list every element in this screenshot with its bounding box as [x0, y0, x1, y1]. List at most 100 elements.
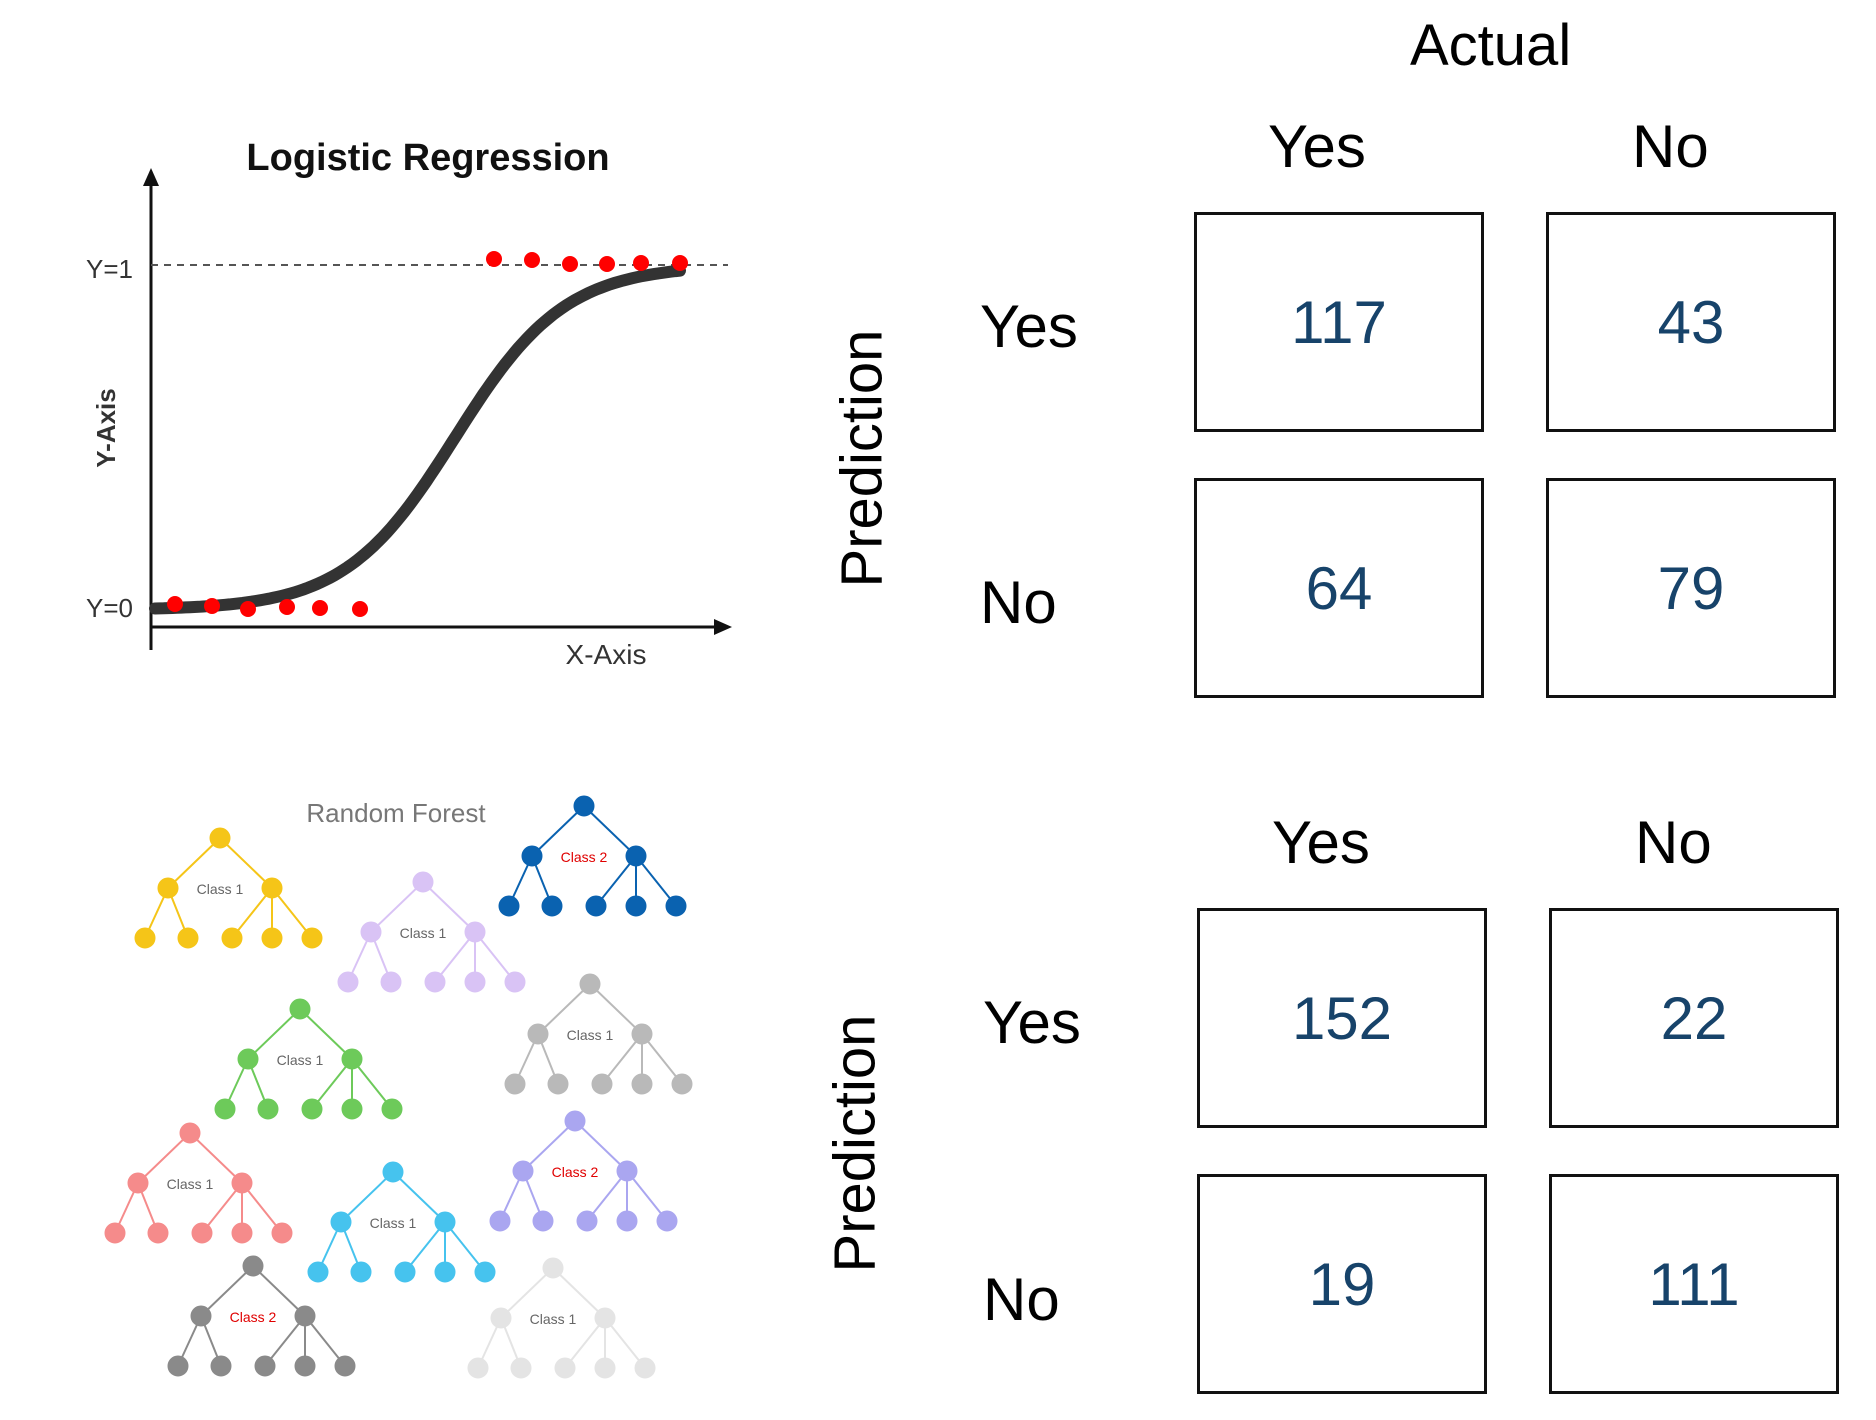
bottom-cell-yes-yes: 152 [1197, 908, 1487, 1128]
rf-node [307, 1261, 329, 1283]
rf-node [360, 921, 382, 943]
rf-node [591, 1073, 613, 1095]
rf-tree-label: Class 2 [561, 849, 608, 865]
rf-node [157, 877, 179, 899]
top-col-no: No [1632, 113, 1709, 180]
rf-node [167, 1355, 189, 1377]
top-cell-no-no: 79 [1546, 478, 1836, 698]
rf-edge [531, 805, 585, 857]
rf-node [350, 1261, 372, 1283]
lr-data-point [240, 601, 256, 617]
rf-tree: Class 1 [307, 1161, 496, 1283]
rf-edge [392, 1171, 446, 1223]
rf-node [634, 1357, 656, 1379]
rf-node [294, 1305, 316, 1327]
rf-node [254, 1355, 276, 1377]
bottom-col-yes: Yes [1272, 809, 1370, 876]
rf-edge [583, 805, 637, 857]
rf-edge [537, 983, 591, 1035]
rf-edge [444, 1221, 486, 1273]
rf-node [464, 971, 486, 993]
rf-node [104, 1222, 126, 1244]
rf-edge [589, 983, 643, 1035]
top-cell-yes-no: 43 [1546, 212, 1836, 432]
rf-node [341, 1048, 363, 1070]
rf-node [301, 927, 323, 949]
rf-edge [200, 1265, 254, 1317]
rf-node [210, 1355, 232, 1377]
rf-edge [595, 855, 637, 907]
rf-node [579, 973, 601, 995]
bottom-cell-no-no: 111 [1549, 1174, 1839, 1394]
rf-edge [231, 887, 273, 939]
top-row-yes: Yes [980, 293, 1078, 360]
rf-node [134, 927, 156, 949]
rf-node [671, 1073, 693, 1095]
lr-title: Logistic Regression [246, 137, 609, 179]
rf-node [380, 971, 402, 993]
lr-data-point [672, 255, 688, 271]
rf-tree-label: Class 1 [277, 1052, 324, 1068]
lr-data-points [167, 251, 688, 617]
rf-node [594, 1307, 616, 1329]
bottom-row-no: No [983, 1266, 1060, 1333]
rf-edge [311, 1058, 353, 1110]
rf-edge [626, 1170, 668, 1222]
rf-node [381, 1098, 403, 1120]
rf-tree-label: Class 1 [370, 1215, 417, 1231]
top-col-yes: Yes [1268, 113, 1366, 180]
lr-data-point [562, 256, 578, 272]
rf-node [573, 795, 595, 817]
rf-node [665, 895, 687, 917]
rf-edge [474, 931, 516, 983]
rf-node [585, 895, 607, 917]
lr-data-point [352, 601, 368, 617]
rf-edge [137, 1132, 191, 1184]
rf-node [334, 1355, 356, 1377]
rf-node [271, 1222, 293, 1244]
bottom-row-yes: Yes [983, 989, 1081, 1056]
rf-edge [434, 931, 476, 983]
rf-node [337, 971, 359, 993]
rf-node [179, 1122, 201, 1144]
rf-node [237, 1048, 259, 1070]
lr-x-axis-label: X-Axis [566, 639, 647, 670]
rf-tree: Class 2 [489, 1110, 678, 1232]
rf-node [631, 1073, 653, 1095]
rf-edge [351, 1058, 393, 1110]
rf-tree-label: Class 1 [567, 1027, 614, 1043]
rf-trees: Class 1 Class 1 Class 2 Class 1 Class 1 Class… [104, 795, 693, 1379]
lr-data-point [633, 255, 649, 271]
rf-node [467, 1357, 489, 1379]
rf-node [261, 877, 283, 899]
rf-node [554, 1357, 576, 1379]
rf-edge [500, 1267, 554, 1319]
rf-node [177, 927, 199, 949]
rf-node [541, 895, 563, 917]
lr-y-axis-label: Y-Axis [91, 388, 121, 468]
rf-node [504, 971, 526, 993]
rf-tree: Class 2 [167, 1255, 356, 1377]
rf-edge [564, 1317, 606, 1369]
rf-node [301, 1098, 323, 1120]
rf-node [191, 1222, 213, 1244]
rf-tree: Class 1 [134, 827, 323, 949]
rf-edge [552, 1267, 606, 1319]
rf-edge [299, 1008, 353, 1060]
lr-x-axis-arrow [714, 619, 732, 635]
rf-node [527, 1023, 549, 1045]
rf-edge [601, 1033, 643, 1085]
rf-node [424, 971, 446, 993]
lr-data-point [167, 596, 183, 612]
rf-edge [635, 855, 677, 907]
rf-node [631, 1023, 653, 1045]
sigmoid-curve [149, 264, 686, 615]
rf-tree: Class 1 [467, 1257, 656, 1379]
lr-data-point [599, 256, 615, 272]
rf-node [209, 827, 231, 849]
rf-node [341, 1098, 363, 1120]
lr-data-point [312, 600, 328, 616]
rf-node [512, 1160, 534, 1182]
rf-title: Random Forest [306, 798, 486, 828]
